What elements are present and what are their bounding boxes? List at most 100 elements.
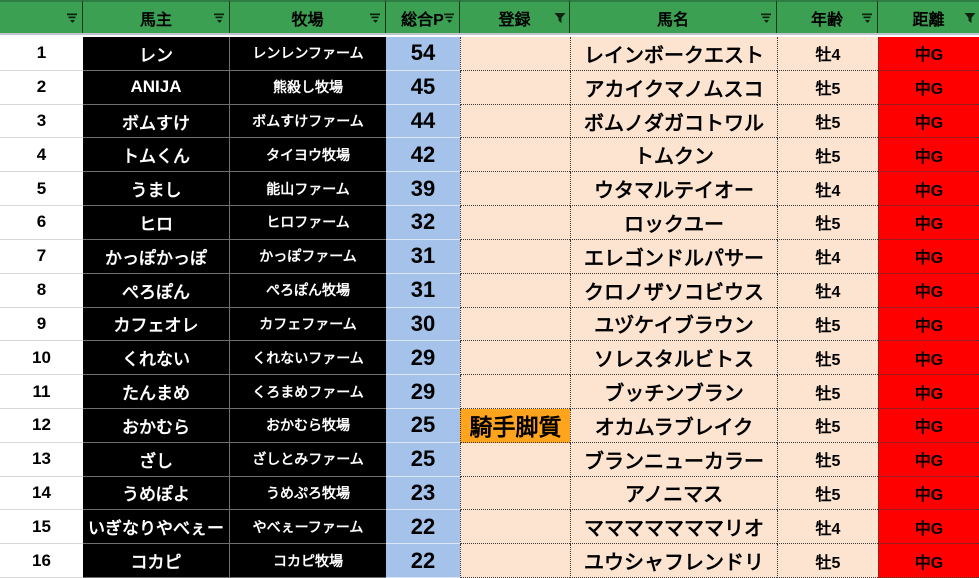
- distance-cell[interactable]: 中G: [878, 138, 979, 173]
- owner-cell[interactable]: いぎなりやべぇー: [83, 510, 230, 545]
- points-cell[interactable]: 25: [386, 442, 460, 477]
- farm-cell[interactable]: くろまめファーム: [230, 375, 386, 409]
- age-cell[interactable]: 牡5: [777, 375, 878, 409]
- distance-cell[interactable]: 中G: [878, 510, 979, 545]
- distance-cell[interactable]: 中G: [878, 375, 979, 409]
- owner-cell[interactable]: レン: [83, 37, 230, 71]
- distance-cell[interactable]: 中G: [878, 476, 979, 511]
- farm-cell[interactable]: ぺろぽん牧場: [230, 273, 386, 308]
- row-number[interactable]: 5: [0, 172, 83, 207]
- distance-cell[interactable]: 中G: [878, 206, 979, 240]
- horse-name-cell[interactable]: ブランニューカラー: [570, 442, 777, 477]
- filter-dropdown-icon[interactable]: [443, 12, 456, 24]
- owner-cell[interactable]: うまし: [83, 172, 230, 207]
- age-cell[interactable]: 牡5: [777, 307, 878, 342]
- row-number[interactable]: 1: [0, 37, 83, 71]
- owner-cell[interactable]: うめぽよ: [83, 476, 230, 511]
- farm-cell[interactable]: おかむら牧場: [230, 408, 386, 443]
- horse-name-cell[interactable]: クロノザソコビウス: [570, 273, 777, 308]
- owner-cell[interactable]: ANIJA: [83, 70, 230, 105]
- age-cell[interactable]: 牡4: [777, 273, 878, 308]
- filter-dropdown-icon[interactable]: [213, 12, 226, 24]
- points-cell[interactable]: 39: [386, 172, 460, 207]
- header-farm[interactable]: 牧場: [230, 0, 386, 33]
- points-cell[interactable]: 54: [386, 37, 460, 71]
- registration-cell[interactable]: [460, 104, 570, 139]
- farm-cell[interactable]: タイヨウ牧場: [230, 138, 386, 173]
- registration-cell[interactable]: [460, 206, 570, 240]
- farm-cell[interactable]: くれないファーム: [230, 341, 386, 376]
- registration-cell[interactable]: [460, 476, 570, 511]
- owner-cell[interactable]: トムくん: [83, 138, 230, 173]
- horse-name-cell[interactable]: ウタマルテイオー: [570, 172, 777, 207]
- points-cell[interactable]: 45: [386, 70, 460, 105]
- header-blank[interactable]: [0, 0, 83, 33]
- farm-cell[interactable]: うめぷろ牧場: [230, 476, 386, 511]
- points-cell[interactable]: 31: [386, 273, 460, 308]
- horse-name-cell[interactable]: ユウシャフレンドリ: [570, 544, 777, 578]
- filter-funnel-icon[interactable]: [554, 12, 566, 24]
- farm-cell[interactable]: レンレンファーム: [230, 37, 386, 71]
- registration-cell[interactable]: [460, 307, 570, 342]
- points-cell[interactable]: 29: [386, 375, 460, 409]
- age-cell[interactable]: 牡4: [777, 510, 878, 545]
- farm-cell[interactable]: かっぽファーム: [230, 239, 386, 274]
- registration-cell[interactable]: [460, 37, 570, 71]
- horse-name-cell[interactable]: オカムラブレイク: [570, 408, 777, 443]
- age-cell[interactable]: 牡4: [777, 37, 878, 71]
- filter-funnel-icon[interactable]: [964, 12, 976, 24]
- filter-dropdown-icon[interactable]: [760, 12, 773, 24]
- owner-cell[interactable]: ざし: [83, 442, 230, 477]
- farm-cell[interactable]: ヒロファーム: [230, 206, 386, 240]
- age-cell[interactable]: 牡5: [777, 408, 878, 443]
- age-cell[interactable]: 牡5: [777, 138, 878, 173]
- registration-cell[interactable]: [460, 239, 570, 274]
- registration-cell[interactable]: [460, 341, 570, 376]
- horse-name-cell[interactable]: ユヅケイブラウン: [570, 307, 777, 342]
- distance-cell[interactable]: 中G: [878, 408, 979, 443]
- header-owner[interactable]: 馬主: [83, 0, 230, 33]
- row-number[interactable]: 13: [0, 442, 83, 477]
- registration-cell[interactable]: [460, 510, 570, 545]
- distance-cell[interactable]: 中G: [878, 442, 979, 477]
- farm-cell[interactable]: ざしとみファーム: [230, 442, 386, 477]
- owner-cell[interactable]: ヒロ: [83, 206, 230, 240]
- age-cell[interactable]: 牡5: [777, 341, 878, 376]
- points-cell[interactable]: 23: [386, 476, 460, 511]
- age-cell[interactable]: 牡5: [777, 206, 878, 240]
- distance-cell[interactable]: 中G: [878, 172, 979, 207]
- points-cell[interactable]: 22: [386, 544, 460, 578]
- age-cell[interactable]: 牡5: [777, 104, 878, 139]
- horse-name-cell[interactable]: ソレスタルビトス: [570, 341, 777, 376]
- header-registration[interactable]: 登録: [460, 0, 570, 33]
- owner-cell[interactable]: ぺろぽん: [83, 273, 230, 308]
- distance-cell[interactable]: 中G: [878, 341, 979, 376]
- row-number[interactable]: 2: [0, 70, 83, 105]
- row-number[interactable]: 11: [0, 375, 83, 409]
- row-number[interactable]: 14: [0, 476, 83, 511]
- farm-cell[interactable]: 能山ファーム: [230, 172, 386, 207]
- distance-cell[interactable]: 中G: [878, 273, 979, 308]
- horse-name-cell[interactable]: トムクン: [570, 138, 777, 173]
- row-number[interactable]: 10: [0, 341, 83, 376]
- owner-cell[interactable]: ボムすけ: [83, 104, 230, 139]
- farm-cell[interactable]: カフェファーム: [230, 307, 386, 342]
- owner-cell[interactable]: カフェオレ: [83, 307, 230, 342]
- points-cell[interactable]: 29: [386, 341, 460, 376]
- age-cell[interactable]: 牡4: [777, 239, 878, 274]
- owner-cell[interactable]: おかむら: [83, 408, 230, 443]
- registration-cell[interactable]: [460, 442, 570, 477]
- registration-cell[interactable]: [460, 172, 570, 207]
- horse-name-cell[interactable]: ボムノダガコトワル: [570, 104, 777, 139]
- registration-cell[interactable]: [460, 70, 570, 105]
- age-cell[interactable]: 牡5: [777, 544, 878, 578]
- owner-cell[interactable]: たんまめ: [83, 375, 230, 409]
- header-points[interactable]: 総合P: [386, 0, 460, 33]
- registration-cell[interactable]: 騎手脚質: [460, 408, 570, 443]
- row-number[interactable]: 15: [0, 510, 83, 545]
- age-cell[interactable]: 牡4: [777, 172, 878, 207]
- farm-cell[interactable]: 熊殺し牧場: [230, 70, 386, 105]
- row-number[interactable]: 7: [0, 239, 83, 274]
- row-number[interactable]: 4: [0, 138, 83, 173]
- age-cell[interactable]: 牡5: [777, 476, 878, 511]
